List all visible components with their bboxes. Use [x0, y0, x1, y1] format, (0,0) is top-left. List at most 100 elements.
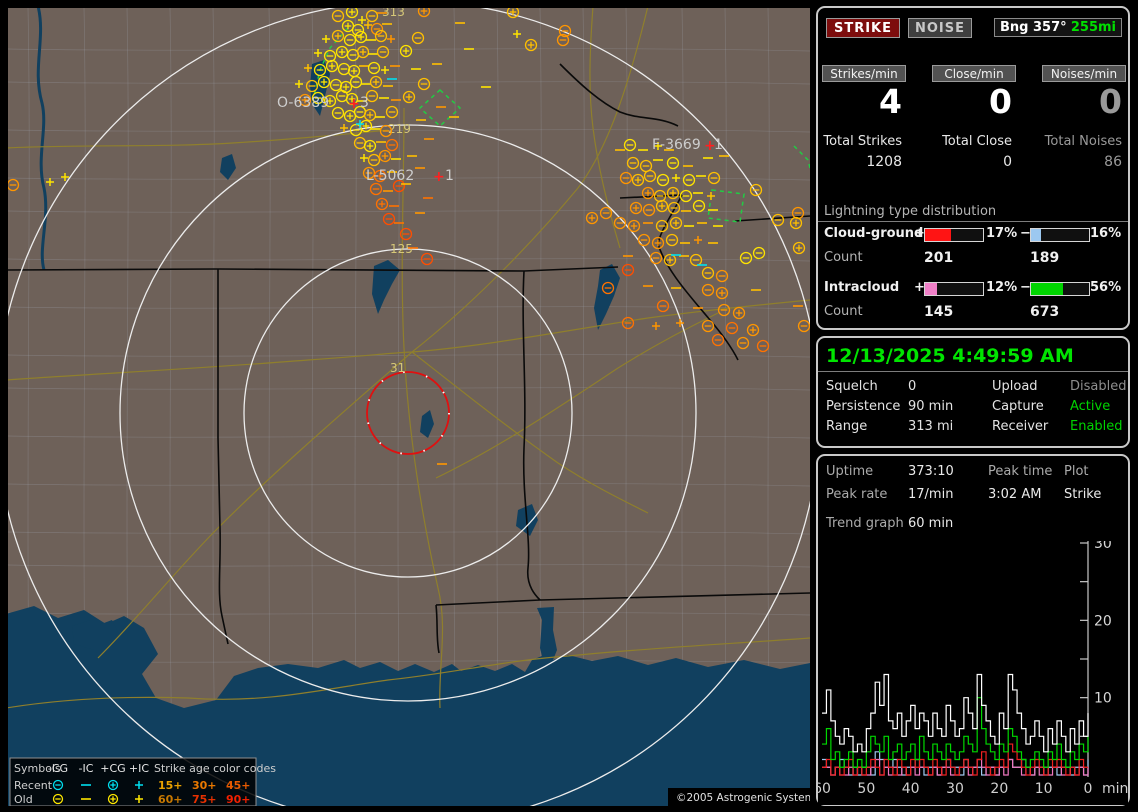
strike-cm-icon: [623, 138, 637, 152]
y-axis-tick-label: 30: [1094, 541, 1112, 552]
strike-cm-icon: [362, 166, 376, 180]
strike-cm-icon: [331, 9, 345, 23]
range-label: Range: [826, 419, 868, 434]
legend-age-header: Strike age color codes: [154, 762, 276, 775]
x-axis-tick-label: 30: [946, 781, 964, 797]
strike-cm-icon: [656, 299, 670, 313]
strike-cm-icon: [679, 189, 693, 203]
lake: [372, 260, 400, 314]
ring-label-layer: 313 219 125 31: [382, 5, 413, 375]
strike-p-icon: [676, 319, 684, 327]
strike-p-icon: [304, 64, 312, 72]
strike-p-icon: [381, 66, 389, 74]
age-code-value: 45+: [226, 779, 251, 792]
x-axis-unit-label: min: [1102, 781, 1128, 797]
strikes-per-min-badge[interactable]: Strikes/min: [822, 65, 906, 82]
ring-label-219: 219: [388, 122, 411, 136]
noises-per-min-badge[interactable]: Noises/min: [1042, 65, 1126, 82]
age-code-value: 60+: [158, 793, 183, 806]
legend-box: [9, 757, 257, 807]
close-per-min-badge[interactable]: Close/min: [932, 65, 1016, 82]
strike-cp-icon: [402, 90, 416, 104]
strike-cp-icon: [663, 253, 677, 267]
strike-cm-icon: [305, 79, 319, 93]
strike-cp-icon: [378, 149, 392, 163]
strikes-per-min-value: 4: [879, 82, 902, 121]
cg-pos-pct: 17%: [986, 226, 1018, 241]
plot-value: Strike: [1064, 487, 1102, 502]
peak-time-value: 3:02 AM: [988, 487, 1042, 502]
strike-cp-icon: [585, 211, 599, 225]
x-axis-tick-label: 50: [857, 781, 875, 797]
strike-cp-icon: [506, 5, 520, 19]
lake: [72, 618, 106, 650]
age-code-value: 75+: [192, 793, 217, 806]
age-code-value: 90+: [226, 793, 251, 806]
x-axis-tick-label: 10: [1035, 781, 1053, 797]
strike-cm-icon: [311, 91, 325, 105]
peak-rate-value: 17/min: [908, 487, 954, 502]
ic-pos-bar: [924, 282, 984, 296]
squelch-value: 0: [908, 379, 917, 394]
lake: [594, 264, 620, 330]
receiver-status: Enabled: [1070, 419, 1123, 434]
strike-cm-icon: [655, 219, 669, 233]
legend-header: Symbols: [14, 762, 61, 775]
strike-cm-icon: [385, 138, 399, 152]
count-label: Count: [824, 250, 863, 265]
strike-cm-icon: [689, 253, 703, 267]
strike-counters-panel: STRIKE NOISE 255mi Bng 357° Strikes/min …: [816, 6, 1130, 330]
strike-p-icon: [672, 174, 680, 182]
strike-cm-icon: [665, 233, 679, 247]
x-axis-tick-label: 40: [902, 781, 920, 797]
strike-cp-icon: [325, 59, 339, 73]
trend-series-total-strikes: [822, 673, 1089, 753]
noises-per-min-value: 0: [1099, 82, 1122, 121]
strike-cm-icon: [599, 206, 613, 220]
persistence-value: 90 min: [908, 399, 954, 414]
strike-cm-icon: [370, 22, 384, 36]
strike-cm-icon: [667, 201, 681, 215]
strike-cm-icon: [349, 75, 363, 89]
strike-cm-icon: [6, 178, 20, 192]
ic-neg-bar-fill: [1031, 283, 1063, 295]
cloud-ground-label: Cloud-ground: [824, 226, 924, 241]
divider: [818, 371, 1128, 372]
strike-cp-icon: [715, 286, 729, 300]
strike-cp-icon: [746, 323, 760, 337]
strike-cm-icon: [52, 793, 64, 805]
strike-mode-button[interactable]: STRIKE: [826, 18, 900, 38]
strike-cp-icon: [298, 93, 312, 107]
trend-panel: Uptime 373:10 Peak time Plot Peak rate 1…: [816, 454, 1130, 806]
cell-label: O-6389: [277, 95, 329, 111]
noise-mode-button[interactable]: NOISE: [908, 18, 972, 38]
strike-cm-icon: [797, 319, 811, 333]
strike-cm-icon: [642, 203, 656, 217]
trend-graph: 10 20 30 60 50 40 30 20 10 0 min: [818, 541, 1128, 805]
strike-cp-icon: [323, 94, 337, 108]
cg-pos-bar: [924, 228, 984, 242]
strike-cm-icon: [666, 156, 680, 170]
upload-label: Upload: [992, 379, 1038, 394]
strike-cm-icon: [621, 263, 635, 277]
strike-cm-icon: [682, 173, 696, 187]
strike-symbols: [6, 4, 811, 465]
cg-neg-bar: [1030, 228, 1090, 242]
plus-sign: +: [914, 226, 925, 241]
minus-sign: −: [1020, 280, 1031, 295]
peak-rate-label: Peak rate: [826, 487, 888, 502]
strike-cm-icon: [707, 171, 721, 185]
cell-number: 1: [714, 137, 723, 153]
persistence-label: Persistence: [826, 399, 901, 414]
range-value: 313 mi: [908, 419, 954, 434]
strike-cm-icon: [601, 281, 615, 295]
receiver-label: Receiver: [992, 419, 1049, 434]
cell-cross-icon: +: [704, 138, 716, 154]
cell-number: 1: [445, 168, 454, 184]
capture-label: Capture: [992, 399, 1044, 414]
strike-p-icon: [61, 173, 69, 181]
strike-cm-icon: [619, 171, 633, 185]
ic-neg-bar: [1030, 282, 1090, 296]
strike-p-icon: [356, 120, 364, 128]
ring-label-31: 31: [390, 361, 405, 375]
